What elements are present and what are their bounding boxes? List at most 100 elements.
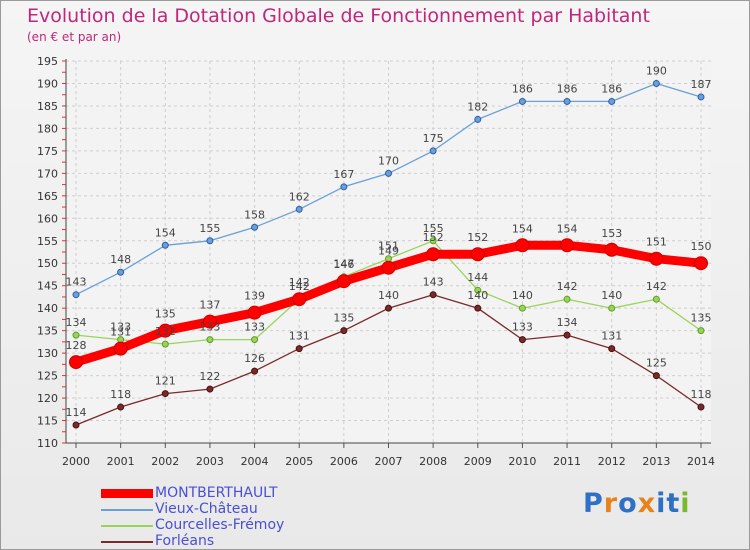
data-point [113, 341, 128, 356]
logo-letter: r [603, 488, 619, 519]
data-label: 190 [646, 64, 667, 77]
x-tick-label: 2013 [642, 455, 670, 468]
data-label: 133 [110, 321, 131, 334]
data-label: 158 [244, 208, 265, 221]
legend-label: Forléans [155, 533, 215, 549]
series-forleans [72, 291, 705, 429]
data-point [117, 403, 125, 411]
data-point [697, 93, 705, 101]
y-tick-label: 180 [37, 122, 58, 135]
data-point [72, 421, 80, 429]
data-label: 162 [289, 190, 310, 203]
data-point [206, 336, 214, 344]
data-label: 148 [110, 253, 131, 266]
logo-letter: x [637, 488, 657, 519]
chart-title: Evolution de la Dotation Globale de Fonc… [27, 5, 650, 27]
x-tick-label: 2009 [464, 455, 492, 468]
data-label: 152 [423, 231, 444, 244]
data-label: 133 [199, 321, 220, 334]
data-point [515, 238, 530, 253]
data-label: 131 [110, 326, 131, 339]
legend-label: Vieux-Château [155, 501, 258, 517]
data-label: 151 [646, 236, 667, 249]
data-point [247, 305, 262, 320]
data-point [69, 355, 83, 370]
data-point [518, 336, 526, 344]
x-tick-label: 2005 [285, 455, 313, 468]
data-point [608, 345, 616, 353]
x-tick-label: 2012 [598, 455, 626, 468]
data-point [563, 331, 571, 339]
y-tick-label: 175 [37, 145, 58, 158]
x-tick-label: 2003 [196, 455, 224, 468]
data-point [604, 242, 619, 257]
x-tick-label: 2006 [330, 455, 358, 468]
data-label: 182 [467, 100, 488, 113]
y-tick-label: 195 [37, 55, 58, 68]
data-point [560, 238, 575, 253]
y-tick-label: 130 [37, 347, 58, 360]
x-tick-label: 2008 [419, 455, 447, 468]
y-tick-label: 140 [37, 302, 58, 315]
data-label: 140 [467, 289, 488, 302]
data-label: 186 [601, 82, 622, 95]
x-tick-label: 2010 [508, 455, 536, 468]
data-point [649, 251, 664, 266]
y-tick-label: 135 [37, 325, 58, 338]
data-label: 128 [66, 339, 87, 352]
data-point [385, 169, 392, 177]
series-layer [69, 79, 708, 429]
chart-subtitle: (en € et par an) [27, 30, 122, 44]
data-point [72, 331, 80, 339]
data-point [385, 304, 392, 312]
y-tick-label: 120 [37, 392, 58, 405]
data-label: 140 [378, 289, 399, 302]
data-label: 132 [155, 325, 176, 338]
logo-letter: P [583, 488, 604, 519]
legend-swatch [101, 541, 153, 543]
data-point [295, 345, 303, 353]
data-label: 142 [646, 280, 667, 293]
data-point [518, 97, 526, 105]
data-point [518, 304, 526, 312]
legend-label: Courcelles-Frémoy [155, 517, 285, 533]
data-point [295, 205, 303, 213]
x-tick-label: 2007 [375, 455, 403, 468]
data-label: 175 [423, 132, 444, 145]
x-tick-label: 2000 [62, 455, 90, 468]
data-point [429, 291, 437, 299]
data-point [429, 147, 437, 155]
series-montberthault [69, 238, 708, 370]
data-point [251, 223, 259, 231]
data-label: 151 [378, 240, 399, 253]
data-label: 142 [289, 276, 310, 289]
data-point [474, 115, 482, 123]
data-label: 155 [423, 222, 444, 235]
data-point [206, 385, 214, 393]
x-tick-label: 2001 [107, 455, 135, 468]
data-label: 152 [467, 231, 488, 244]
data-point [474, 286, 482, 294]
data-point [563, 295, 571, 303]
data-label: 121 [155, 375, 176, 388]
y-tick-label: 190 [37, 77, 58, 90]
data-point [206, 237, 214, 245]
data-label: 154 [155, 226, 176, 239]
data-label: 134 [66, 316, 87, 329]
y-tick-label: 165 [37, 190, 58, 203]
data-label: 142 [289, 280, 310, 293]
data-point [697, 403, 705, 411]
y-tick-label: 155 [37, 235, 58, 248]
y-tick-label: 125 [37, 370, 58, 383]
data-point [202, 314, 217, 329]
x-tick-label: 2014 [687, 455, 715, 468]
data-label: 149 [378, 245, 399, 258]
data-label: 140 [512, 289, 533, 302]
data-label: 131 [601, 330, 622, 343]
data-point [340, 327, 348, 335]
x-tick-label: 2004 [241, 455, 269, 468]
data-point [694, 256, 708, 271]
data-point [251, 367, 259, 375]
legend-swatch [101, 509, 153, 511]
